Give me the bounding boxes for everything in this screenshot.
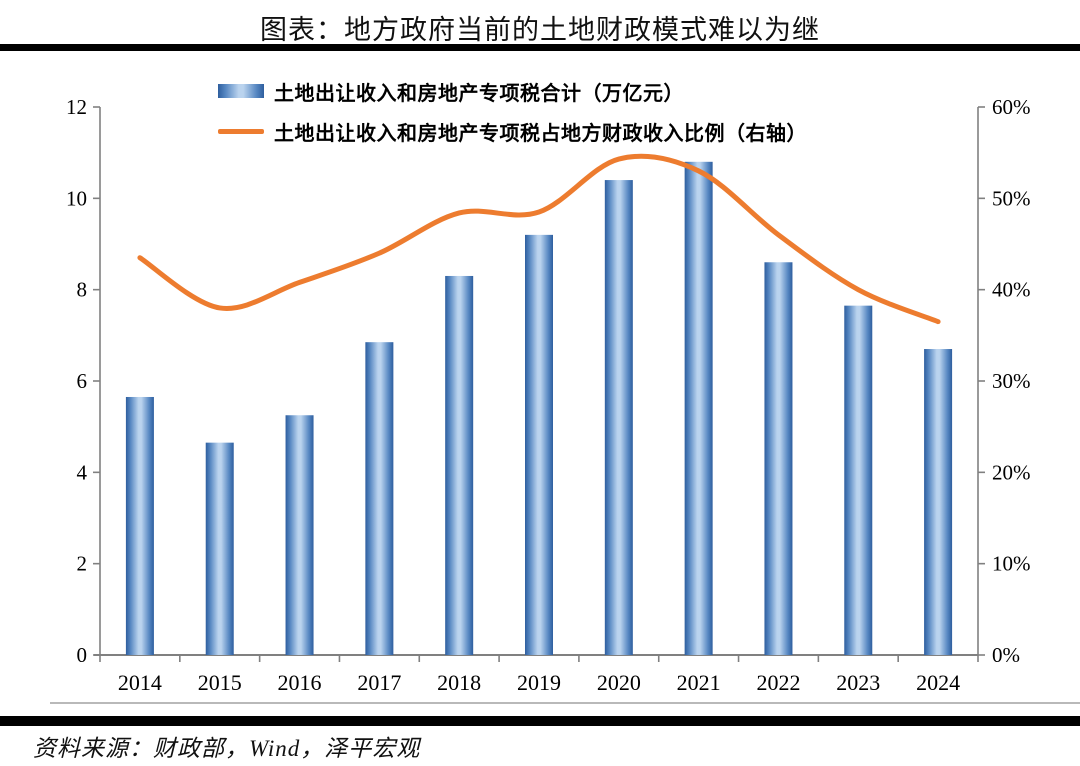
right-axis-tick-label: 10%	[992, 552, 1031, 576]
bar-2019	[525, 234, 553, 655]
bar-2020	[604, 180, 633, 656]
right-axis-tick-label: 30%	[992, 369, 1031, 393]
x-axis-category-label: 2024	[916, 670, 960, 695]
source-note: 资料来源：财政部，Wind，泽平宏观	[33, 736, 421, 761]
bar-2022	[764, 262, 793, 655]
x-axis-category-label: 2019	[517, 670, 561, 695]
legend-item-line-series: 土地出让收入和房地产专项税占地方财政收入比例（右轴）	[218, 118, 807, 145]
bar-series-label: 土地出让收入和房地产专项税合计（万亿元）	[274, 82, 684, 105]
x-axis-category-label: 2018	[437, 670, 481, 695]
x-axis-category-label: 2023	[836, 670, 880, 695]
bar-2015	[205, 442, 234, 655]
line-series-swatch-icon	[218, 128, 264, 134]
bar-2023	[844, 305, 873, 655]
ratio-line-series	[137, 153, 941, 325]
left-axis-tick-label: 0	[77, 643, 88, 667]
bar-2014	[125, 396, 154, 655]
x-axis-category-label: 2021	[677, 670, 721, 695]
x-axis-category-label: 2016	[278, 670, 322, 695]
x-axis-category-label: 2015	[198, 670, 242, 695]
chart-title: 图表：地方政府当前的土地财政模式难以为继	[260, 15, 820, 45]
right-axis-tick-label: 20%	[992, 460, 1031, 484]
legend-item-bar-series: 土地出让收入和房地产专项税合计（万亿元）	[218, 78, 807, 105]
left-axis-tick-label: 12	[66, 95, 87, 119]
bar-2021	[684, 161, 713, 656]
bar-2024	[924, 349, 953, 655]
top-divider-rule	[0, 44, 1080, 51]
left-axis-tick-label: 10	[66, 186, 87, 210]
right-axis-tick-label: 60%	[992, 95, 1031, 119]
x-axis-category-label: 2017	[357, 670, 401, 695]
x-axis-category-label: 2014	[118, 670, 162, 695]
legend: 土地出让收入和房地产专项税合计（万亿元） 土地出让收入和房地产专项税占地方财政收…	[218, 78, 807, 158]
right-axis-tick-label: 40%	[992, 278, 1031, 302]
left-axis-tick-label: 8	[77, 278, 88, 302]
chart-bottom-border	[50, 702, 1080, 704]
left-axis-tick-label: 6	[77, 369, 88, 393]
bar-2018	[445, 275, 474, 655]
left-axis-tick-label: 2	[77, 552, 88, 576]
bar-2017	[365, 342, 394, 655]
bar-series-swatch-icon	[218, 84, 264, 98]
bar-2016	[285, 415, 314, 655]
line-series-label: 土地出让收入和房地产专项税占地方财政收入比例（右轴）	[274, 122, 807, 145]
x-axis-category-label: 2022	[756, 670, 800, 695]
right-axis-tick-label: 50%	[992, 186, 1031, 210]
right-axis-tick-label: 0%	[992, 643, 1020, 667]
bottom-divider-rule	[0, 716, 1080, 726]
left-axis-tick-label: 4	[77, 460, 88, 484]
x-axis-category-label: 2020	[597, 670, 641, 695]
